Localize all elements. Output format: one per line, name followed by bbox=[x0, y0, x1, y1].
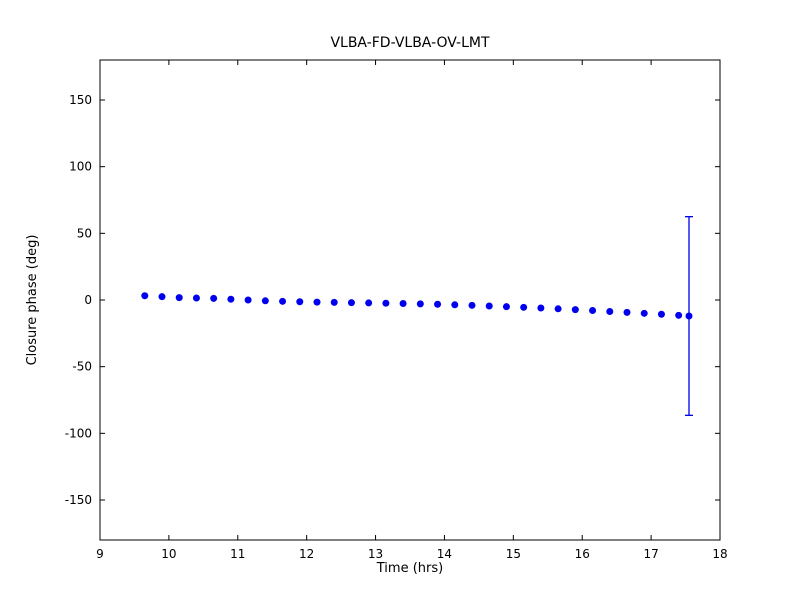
y-tick-label: -150 bbox=[65, 493, 92, 507]
data-points bbox=[141, 292, 693, 320]
y-tick-label: -100 bbox=[65, 426, 92, 440]
chart-title: VLBA-FD-VLBA-OV-LMT bbox=[330, 35, 490, 51]
x-tick-label: 16 bbox=[575, 547, 590, 561]
x-tick-label: 12 bbox=[299, 547, 314, 561]
x-tick-label: 9 bbox=[96, 547, 104, 561]
y-ticks: -150 -100 -50 0 50 100 150 bbox=[65, 93, 720, 507]
data-point bbox=[675, 311, 683, 319]
data-point bbox=[210, 294, 218, 302]
data-point bbox=[485, 302, 493, 310]
data-point bbox=[685, 312, 693, 320]
y-tick-label: 100 bbox=[69, 160, 92, 174]
data-point bbox=[502, 303, 510, 311]
data-point bbox=[537, 304, 545, 312]
x-tick-label: 18 bbox=[712, 547, 727, 561]
data-point bbox=[434, 300, 442, 308]
data-point bbox=[571, 306, 579, 314]
data-point bbox=[330, 298, 338, 306]
data-point bbox=[192, 294, 200, 302]
x-tick-label: 15 bbox=[506, 547, 521, 561]
y-tick-label: -50 bbox=[72, 360, 92, 374]
x-tick-label: 13 bbox=[368, 547, 383, 561]
x-tick-label: 17 bbox=[643, 547, 658, 561]
data-point bbox=[451, 301, 459, 309]
data-point bbox=[416, 300, 424, 308]
x-tick-label: 11 bbox=[230, 547, 245, 561]
data-point bbox=[589, 307, 597, 315]
y-tick-label: 150 bbox=[69, 93, 92, 107]
x-ticks: 9 10 11 12 13 14 15 16 17 18 bbox=[96, 60, 728, 561]
data-point bbox=[227, 295, 235, 303]
x-axis-label: Time (hrs) bbox=[376, 561, 443, 576]
y-tick-label: 0 bbox=[84, 293, 92, 307]
data-point bbox=[261, 297, 269, 305]
data-point bbox=[365, 299, 373, 307]
data-point bbox=[640, 309, 648, 317]
y-axis-label: Closure phase (deg) bbox=[25, 235, 40, 366]
data-point bbox=[657, 310, 665, 318]
data-point bbox=[399, 299, 407, 307]
data-point bbox=[623, 308, 631, 316]
data-point bbox=[175, 294, 183, 302]
data-point bbox=[347, 299, 355, 307]
data-point bbox=[158, 293, 166, 301]
plot-area bbox=[99, 59, 721, 541]
data-point bbox=[606, 307, 614, 315]
data-point bbox=[520, 303, 528, 311]
x-tick-label: 14 bbox=[437, 547, 452, 561]
data-point bbox=[382, 299, 390, 307]
data-point bbox=[554, 305, 562, 313]
data-point bbox=[279, 297, 287, 305]
data-point bbox=[244, 296, 252, 304]
data-point bbox=[313, 298, 321, 306]
x-tick-label: 10 bbox=[161, 547, 176, 561]
data-point bbox=[296, 298, 304, 306]
data-point bbox=[468, 301, 476, 309]
y-tick-label: 50 bbox=[77, 226, 92, 240]
data-point bbox=[141, 292, 149, 300]
